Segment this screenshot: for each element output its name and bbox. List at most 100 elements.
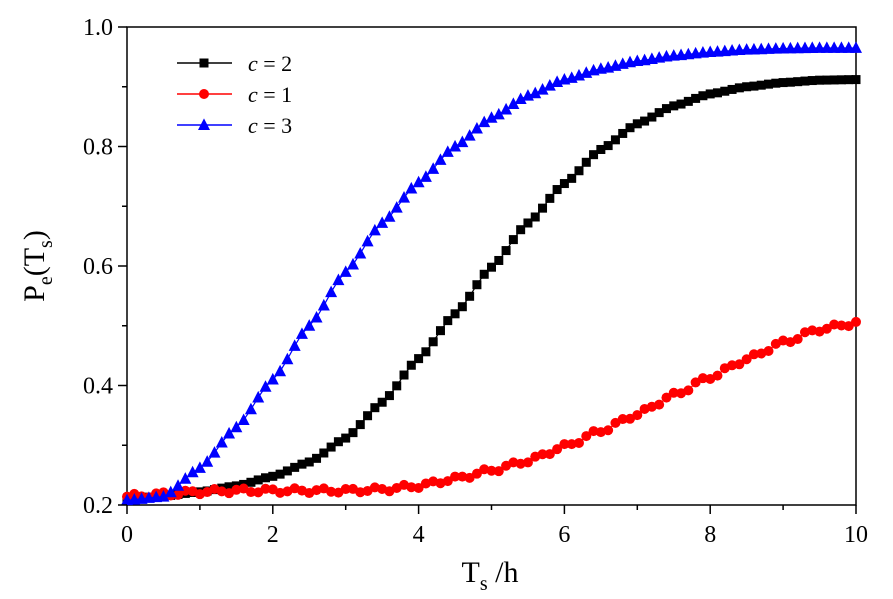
data-point [668, 387, 679, 398]
data-point [275, 469, 285, 479]
data-point [224, 482, 234, 492]
data-point [741, 354, 752, 365]
data-point [851, 316, 861, 327]
data-point [449, 139, 462, 152]
data-point [456, 135, 469, 148]
data-point [661, 104, 671, 114]
data-point [552, 185, 562, 195]
data-point [259, 380, 272, 392]
data-point [800, 76, 810, 86]
data-point [325, 285, 338, 298]
data-point [676, 99, 686, 109]
data-point [494, 255, 504, 265]
data-point [552, 444, 563, 455]
data-point [727, 360, 738, 371]
data-point [370, 403, 380, 413]
series-circle [122, 316, 861, 503]
data-point [596, 144, 606, 154]
data-point [252, 390, 265, 403]
data-point [654, 108, 664, 118]
legend-entry: c = 2 [177, 51, 292, 76]
data-point [632, 119, 642, 129]
x-tick-label: 6 [558, 522, 570, 548]
data-point [844, 75, 854, 85]
data-point [523, 218, 533, 228]
data-point [223, 426, 236, 439]
data-point [332, 273, 345, 286]
data-point [544, 449, 555, 460]
data-point [821, 323, 832, 334]
series-square [122, 75, 861, 504]
y-tick-label: 0.6 [83, 254, 113, 280]
data-point [208, 446, 221, 458]
data-point [493, 466, 504, 477]
data-point [589, 150, 599, 160]
data-point [720, 86, 730, 96]
data-point [261, 473, 271, 483]
data-point [500, 102, 513, 115]
data-point [698, 91, 708, 101]
data-point [457, 302, 467, 312]
data-point [398, 191, 411, 203]
data-point [245, 487, 256, 498]
data-point [792, 334, 803, 345]
data-point [173, 489, 184, 500]
data-point [756, 80, 766, 90]
data-point [501, 246, 511, 256]
legend-marker [199, 89, 209, 99]
data-point [822, 75, 832, 85]
data-point [434, 153, 447, 165]
data-point [851, 75, 861, 85]
legend-entry: c = 1 [177, 82, 292, 107]
series-layer [121, 41, 862, 506]
data-point [355, 420, 365, 430]
data-point [288, 339, 301, 351]
data-point [260, 483, 271, 494]
x-tick-label: 8 [704, 522, 716, 548]
data-point [559, 439, 570, 450]
data-point [536, 83, 549, 95]
data-point [413, 483, 424, 494]
data-point [317, 298, 330, 311]
data-point [514, 92, 527, 105]
data-point [487, 262, 496, 272]
data-point [610, 135, 620, 145]
data-point [603, 425, 614, 436]
data-point [282, 466, 292, 476]
legend: c = 2 c = 1 c = 3 [177, 51, 292, 138]
data-point [537, 449, 548, 460]
data-point [246, 477, 256, 487]
data-point [193, 461, 206, 473]
data-point [253, 475, 263, 485]
legend-entry: c = 3 [177, 113, 292, 138]
data-point [450, 471, 461, 482]
data-point [419, 170, 432, 182]
data-point [326, 442, 336, 452]
data-point [390, 201, 403, 213]
data-point [559, 179, 569, 189]
data-point [829, 319, 840, 330]
series-line [126, 78, 857, 500]
data-point [281, 352, 294, 365]
data-point [443, 316, 453, 326]
data-point [836, 320, 847, 331]
data-point [778, 78, 788, 88]
data-point [201, 455, 214, 467]
data-point [516, 225, 526, 235]
legend-label: c = 2 [248, 51, 292, 76]
data-point [690, 377, 701, 388]
data-point [763, 345, 774, 356]
data-point [485, 111, 498, 123]
data-point [727, 84, 737, 94]
data-point [683, 96, 693, 106]
data-point [471, 468, 482, 479]
data-point [427, 162, 440, 174]
data-point [538, 203, 548, 213]
data-point [492, 107, 505, 120]
data-point [310, 310, 323, 323]
data-point [543, 79, 556, 91]
data-point [661, 392, 672, 403]
data-point [341, 433, 351, 443]
data-point [573, 437, 584, 448]
